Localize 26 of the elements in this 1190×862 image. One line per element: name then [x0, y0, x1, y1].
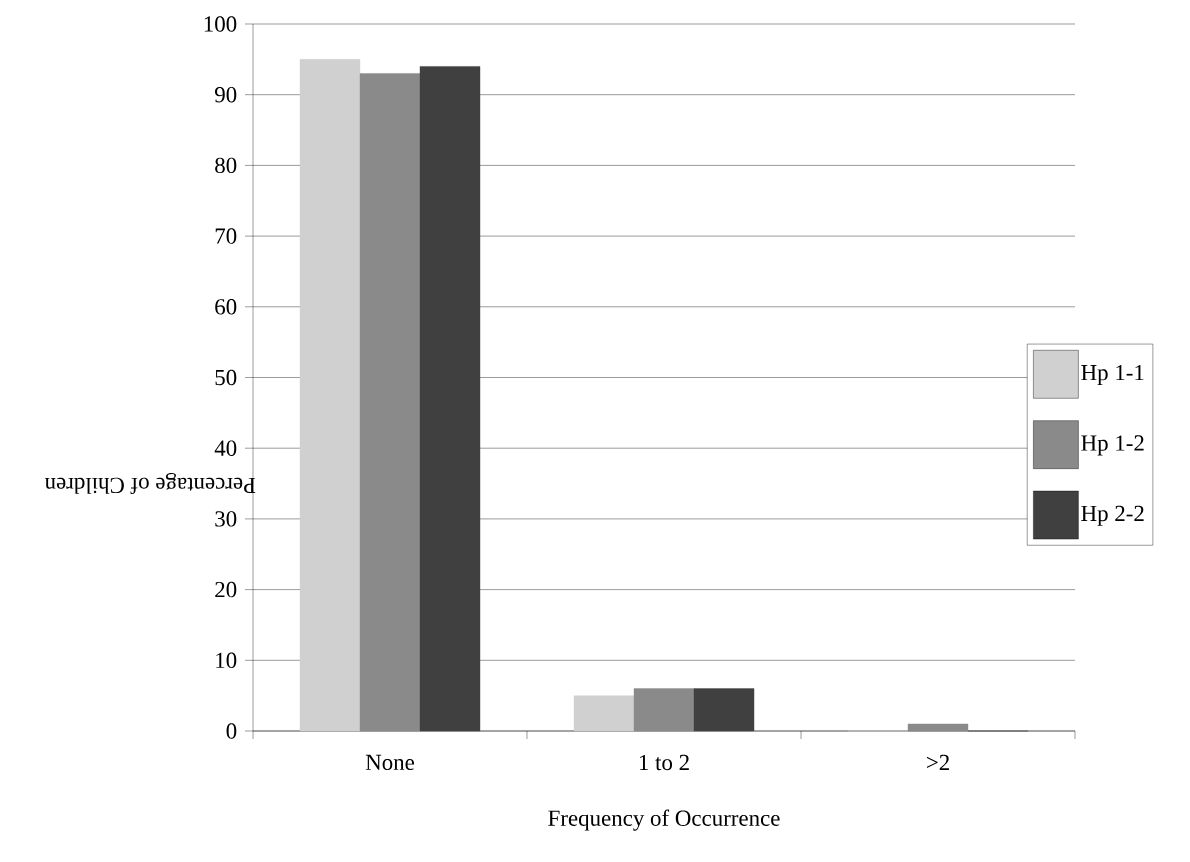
- bar: [907, 723, 969, 732]
- y-tick-label: 50: [215, 369, 237, 386]
- legend-label: Hp 2-2: [1081, 505, 1144, 526]
- bar: [573, 695, 635, 732]
- y-tick-label: 30: [215, 511, 237, 527]
- bar: [359, 73, 421, 732]
- y-tick-label: 40: [214, 440, 237, 456]
- bar: [633, 688, 695, 732]
- x-tick-label: >2: [926, 754, 949, 771]
- y-tick-label: 70: [215, 228, 237, 244]
- y-tick-label: 20: [215, 581, 237, 598]
- y-tick-label: 90: [214, 86, 237, 103]
- y-tick-label: 100: [204, 16, 237, 32]
- bar: [299, 59, 361, 732]
- x-tick-label: 1 to 2: [639, 754, 689, 771]
- y-tick-label: 0: [226, 723, 237, 739]
- x-tick-label: None: [365, 754, 415, 771]
- legend-label: Hp 1-1: [1081, 364, 1144, 385]
- bar: [419, 66, 481, 732]
- y-tick-label: 10: [216, 652, 237, 669]
- y-axis-title: Percentage of Children: [44, 472, 256, 495]
- x-axis-title: Frequency of Occurrence: [548, 809, 780, 831]
- y-tick-label: 60: [215, 299, 237, 315]
- legend-label: Hp 1-2: [1081, 435, 1144, 456]
- bar: [693, 688, 755, 732]
- y-tick-label: 80: [215, 157, 237, 174]
